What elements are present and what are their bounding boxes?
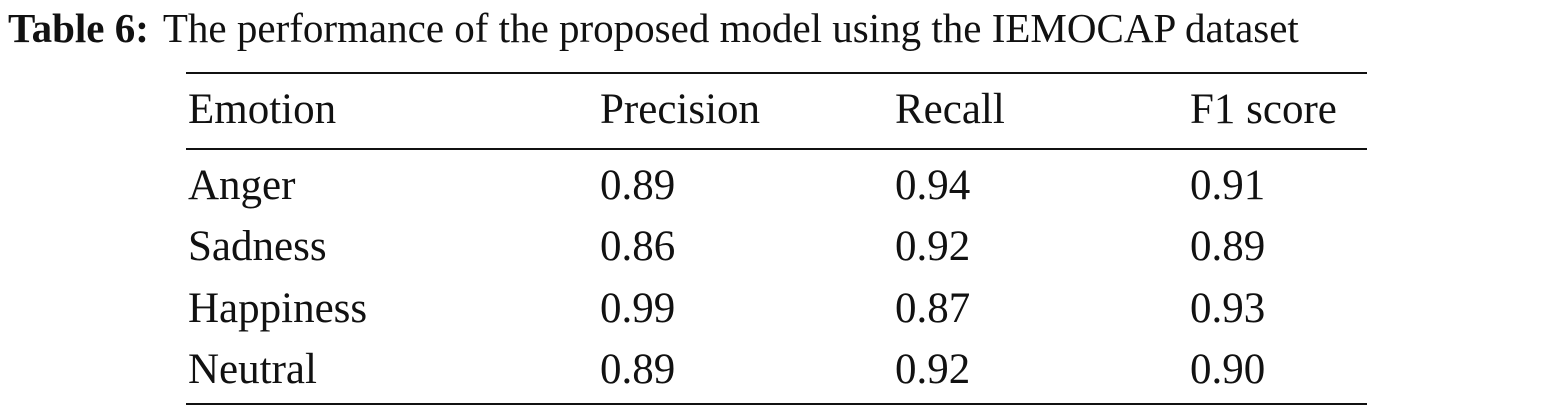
cell-emotion: Anger [188,162,296,209]
cell-f1-score: 0.90 [1190,346,1266,393]
caption-text: The performance of the proposed model us… [162,5,1299,51]
header-recall: Recall [895,86,1005,133]
table-caption: Table 6: The performance of the proposed … [8,4,1299,52]
table-header-row: Emotion Precision Recall F1 score [0,80,1542,140]
cell-recall: 0.94 [895,162,971,209]
cell-f1-score: 0.89 [1190,223,1266,270]
table-header-rule [186,148,1367,150]
table-row: Sadness 0.86 0.92 0.89 [0,217,1542,277]
cell-recall: 0.87 [895,285,971,332]
table-row: Happiness 0.99 0.87 0.93 [0,279,1542,339]
cell-precision: 0.99 [600,285,676,332]
table-bottom-rule [186,403,1367,405]
table-row: Neutral 0.89 0.92 0.90 [0,340,1542,400]
cell-emotion: Sadness [188,223,327,270]
table-top-rule [186,72,1367,74]
cell-recall: 0.92 [895,223,971,270]
table-row: Anger 0.89 0.94 0.91 [0,156,1542,216]
cell-emotion: Neutral [188,346,317,393]
header-precision: Precision [600,86,761,133]
caption-label: Table 6: [8,5,149,51]
header-f1-score: F1 score [1190,86,1337,133]
cell-precision: 0.89 [600,346,676,393]
header-emotion: Emotion [188,86,337,133]
cell-emotion: Happiness [188,285,368,332]
cell-recall: 0.92 [895,346,971,393]
cell-f1-score: 0.91 [1190,162,1266,209]
cell-precision: 0.89 [600,162,676,209]
cell-f1-score: 0.93 [1190,285,1266,332]
cell-precision: 0.86 [600,223,676,270]
